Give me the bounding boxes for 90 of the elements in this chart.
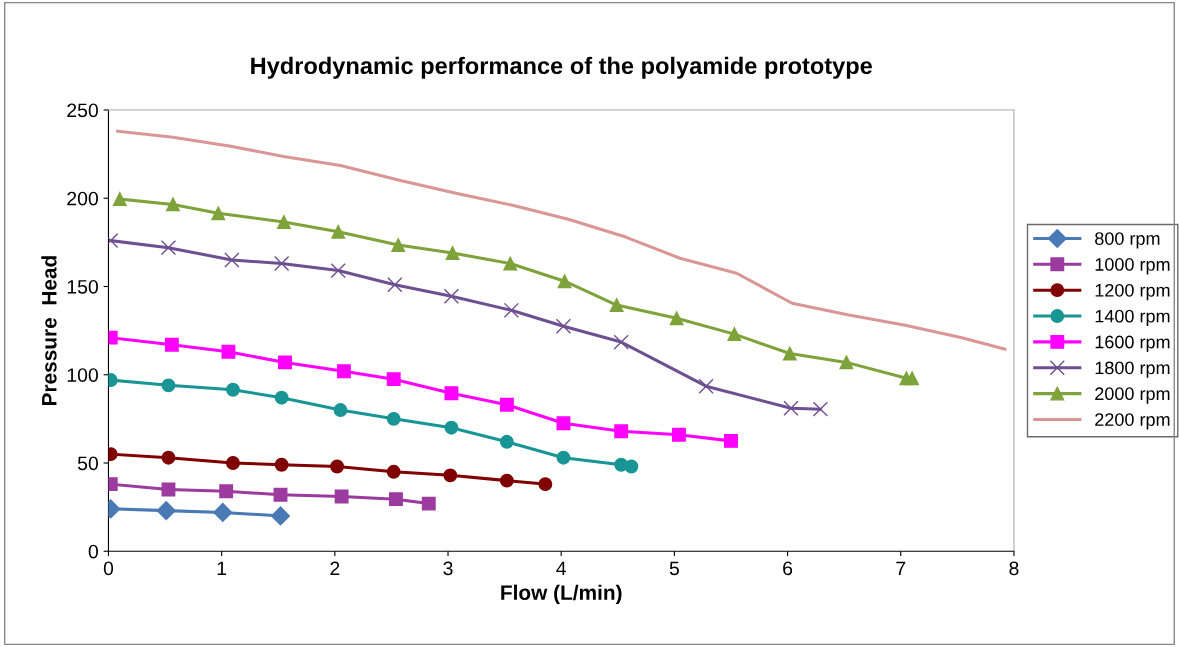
x-tick-label: 2 xyxy=(330,561,340,576)
point xyxy=(389,492,403,507)
point xyxy=(330,459,345,474)
point xyxy=(609,298,624,312)
point xyxy=(211,206,226,221)
point xyxy=(219,484,234,499)
legend-label: 1200 rpm xyxy=(1095,283,1170,301)
point xyxy=(273,255,290,272)
point xyxy=(557,274,572,289)
point xyxy=(421,496,436,511)
point xyxy=(724,433,738,448)
point xyxy=(503,302,520,318)
y-tick-label: 0 xyxy=(88,544,98,559)
point xyxy=(783,400,799,416)
point xyxy=(278,355,292,370)
point xyxy=(274,457,289,472)
point xyxy=(669,311,684,326)
point xyxy=(224,252,240,268)
point xyxy=(443,468,458,483)
x-tick-label: 8 xyxy=(1009,561,1019,576)
point xyxy=(160,240,177,256)
x-axis-title: Flow (L/min) xyxy=(501,584,622,605)
y-tick-label: 150 xyxy=(67,279,98,294)
y-tick-label: 100 xyxy=(67,368,98,382)
point xyxy=(156,501,176,521)
legend-label: 1600 rpm xyxy=(1095,335,1170,352)
point xyxy=(905,371,920,386)
point xyxy=(499,397,514,412)
point xyxy=(445,246,460,260)
point xyxy=(221,344,236,359)
point xyxy=(161,378,176,393)
point xyxy=(331,224,346,239)
x-tick-label: 1 xyxy=(217,561,227,576)
point xyxy=(336,364,351,379)
point xyxy=(499,434,514,449)
point xyxy=(276,215,291,230)
point xyxy=(839,355,854,370)
legend-label: 2000 rpm xyxy=(1095,387,1170,404)
x-tick-label: 3 xyxy=(443,561,453,576)
point xyxy=(812,401,829,417)
line-series xyxy=(115,129,1007,351)
y-tick-label: 200 xyxy=(67,191,98,206)
x-tick-label: 6 xyxy=(783,561,793,576)
point xyxy=(782,346,797,361)
point xyxy=(386,464,401,479)
point xyxy=(112,192,127,207)
point xyxy=(624,459,639,474)
point xyxy=(391,238,406,252)
point xyxy=(161,450,176,465)
point xyxy=(555,318,572,334)
y-axis-title: Pressure Head xyxy=(41,256,57,406)
chart-title: Hydrodynamic performance of the polyamide prototype xyxy=(251,56,873,79)
point xyxy=(334,489,349,504)
point xyxy=(274,390,289,405)
legend-label: 1400 rpm xyxy=(1095,309,1170,327)
legend-label: 1800 rpm xyxy=(1095,361,1170,378)
point xyxy=(556,450,571,465)
point xyxy=(333,403,348,417)
point xyxy=(270,506,291,526)
x-tick-label: 7 xyxy=(896,561,906,576)
point xyxy=(727,327,742,342)
legend-label: 1000 rpm xyxy=(1095,258,1170,275)
y-tick-label: 250 xyxy=(67,103,98,118)
point xyxy=(556,416,571,431)
point xyxy=(671,427,686,442)
point xyxy=(386,372,401,387)
point xyxy=(538,477,553,492)
point xyxy=(444,420,459,435)
x-tick-label: 4 xyxy=(556,561,567,576)
point xyxy=(499,473,514,488)
point xyxy=(613,334,629,350)
point xyxy=(213,502,233,522)
y-tick-label: 50 xyxy=(77,456,98,471)
point xyxy=(166,197,180,212)
legend-label: 2200 rpm xyxy=(1095,413,1170,430)
x-tick-label: 0 xyxy=(103,561,114,576)
point xyxy=(444,386,459,401)
point xyxy=(273,487,288,502)
point xyxy=(330,262,346,279)
point xyxy=(443,288,460,304)
point xyxy=(164,337,179,352)
point xyxy=(387,277,403,293)
point xyxy=(614,424,629,439)
point xyxy=(226,382,240,397)
point xyxy=(386,411,401,426)
legend-label: 800 rpm xyxy=(1095,232,1160,249)
x-tick-label: 5 xyxy=(669,561,679,576)
point xyxy=(226,456,240,470)
point xyxy=(503,256,518,271)
point xyxy=(698,378,714,394)
